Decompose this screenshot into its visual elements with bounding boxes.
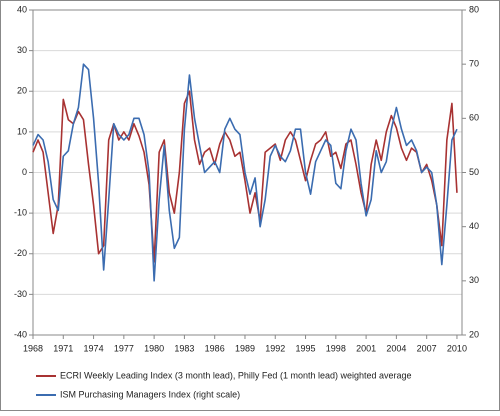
x-tick-label: 2007 (417, 343, 437, 353)
y2-tick-label: 60 (469, 113, 479, 123)
y-tick-label: 20 (17, 86, 27, 96)
y-tick-label: 40 (17, 4, 27, 14)
y-tick-label: 0 (22, 167, 27, 177)
x-tick-label: 1989 (235, 343, 255, 353)
legend-label: ECRI Weekly Leading Index (3 month lead)… (60, 370, 412, 380)
y2-tick-label: 30 (469, 275, 479, 285)
x-tick-label: 2010 (447, 343, 467, 353)
y2-tick-label: 40 (469, 221, 479, 231)
x-tick-label: 1995 (296, 343, 316, 353)
x-tick-label: 1980 (144, 343, 164, 353)
x-tick-label: 1998 (326, 343, 346, 353)
plot-frame (32, 9, 463, 336)
legend-label: ISM Purchasing Managers Index (right sca… (60, 389, 240, 399)
y-tick-label: -30 (14, 289, 27, 299)
y2-tick-label: 50 (469, 167, 479, 177)
y-tick-label: 10 (17, 126, 27, 136)
y-tick-label: -40 (14, 329, 27, 339)
y-tick-label: -20 (14, 248, 27, 258)
x-tick-label: 2004 (386, 343, 406, 353)
y2-tick-label: 70 (469, 59, 479, 69)
x-tick-label: 1983 (174, 343, 194, 353)
x-tick-label: 1971 (53, 343, 73, 353)
x-tick-label: 2001 (356, 343, 376, 353)
x-tick-label: 1974 (84, 343, 104, 353)
y2-tick-label: 80 (469, 4, 479, 14)
x-tick-label: 1977 (114, 343, 134, 353)
series-line (32, 90, 458, 263)
x-tick-label: 1986 (205, 343, 225, 353)
y2-tick-label: 20 (469, 329, 479, 339)
x-tick-label: 1968 (23, 343, 43, 353)
x-tick-label: 1992 (265, 343, 285, 353)
y-tick-label: -10 (14, 208, 27, 218)
series-line (32, 63, 458, 282)
y-tick-label: 30 (17, 45, 27, 55)
